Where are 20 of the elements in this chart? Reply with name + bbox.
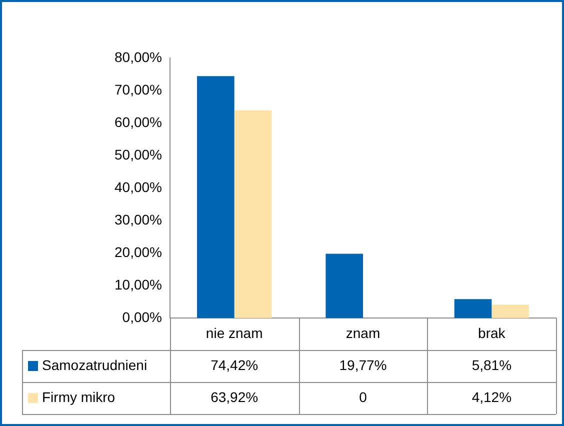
y-tick-label: 70,00% xyxy=(114,81,162,98)
data-label: 5,81% xyxy=(472,356,512,373)
y-tick-label: 10,00% xyxy=(114,276,162,292)
data-label: 63,92% xyxy=(210,388,258,405)
legend-label: Samozatrudnieni xyxy=(42,356,148,373)
y-tick-label: 50,00% xyxy=(114,146,162,162)
y-tick-label: 30,00% xyxy=(114,211,162,228)
x-tick-label: znam xyxy=(346,324,380,341)
y-tick-label: 60,00% xyxy=(114,114,162,130)
data-label: 19,77% xyxy=(339,356,387,373)
y-tick-label: 20,00% xyxy=(114,244,162,260)
legend-label: Firmy mikro xyxy=(42,388,116,405)
x-tick-label: brak xyxy=(478,324,506,341)
y-tick-label: 0,00% xyxy=(122,308,162,325)
x-tick-label: nie znam xyxy=(206,324,263,341)
y-tick-label: 80,00% xyxy=(114,48,162,65)
y-tick-label: 40,00% xyxy=(114,178,162,195)
data-label: 74,42% xyxy=(210,356,258,373)
data-label: 4,12% xyxy=(472,388,512,405)
data-label: 0 xyxy=(359,388,368,405)
